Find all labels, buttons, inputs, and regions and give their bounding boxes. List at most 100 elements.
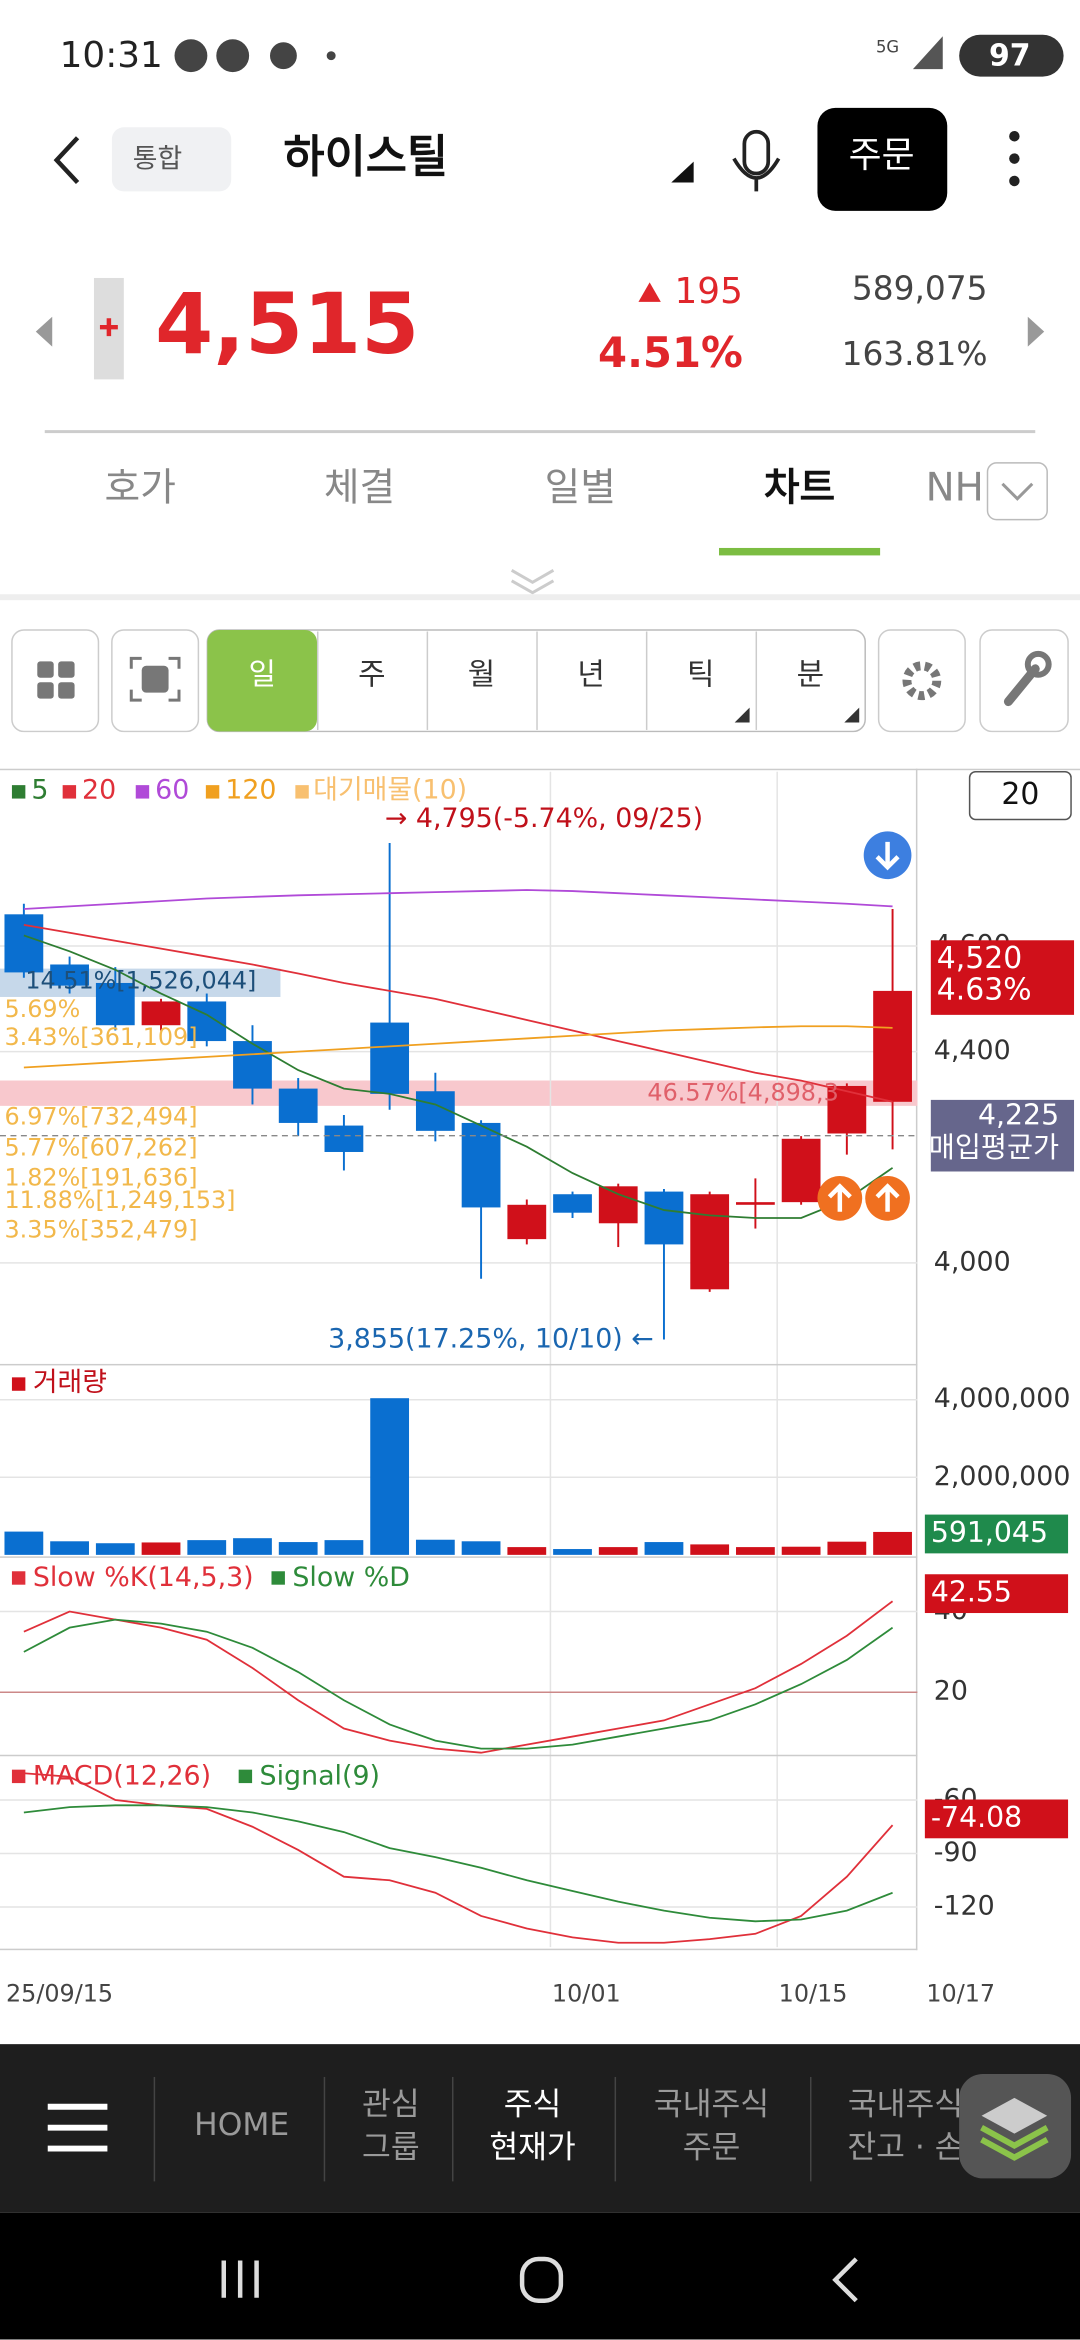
axis-divider [915, 768, 918, 1951]
prev-arrow[interactable] [35, 316, 53, 347]
moving-average [23, 923, 893, 1103]
separator [153, 2076, 156, 2182]
volume-bar [370, 1398, 410, 1555]
nav-home[interactable]: HOME [194, 2107, 289, 2143]
up-triangle [638, 282, 661, 302]
window-size: 20 [1001, 777, 1039, 812]
icon [129, 656, 181, 702]
nav-order: 주문 [683, 2130, 741, 2166]
period-button[interactable]: 주 [358, 658, 385, 693]
signal-icon [875, 841, 900, 871]
candle-body [278, 1088, 318, 1123]
mic-stand [732, 157, 781, 192]
legend-swatch [238, 1769, 253, 1784]
y-tick-label: -120 [934, 1891, 995, 1922]
nav-watch[interactable]: 관심 [362, 2086, 420, 2122]
status-icon [174, 39, 208, 73]
stock-name[interactable]: 하이스틸 [283, 130, 448, 183]
candle-body [370, 1022, 410, 1094]
chip-label: 통합 [133, 144, 182, 175]
plus [99, 318, 118, 337]
legend-swatch [295, 785, 309, 799]
home-button[interactable] [519, 2256, 564, 2303]
period-divider [536, 631, 538, 730]
order-button[interactable] [817, 107, 948, 211]
period-active [207, 630, 317, 732]
moving-average [23, 934, 894, 1219]
divider [44, 430, 1036, 434]
y-tick-label: -90 [934, 1837, 978, 1868]
x-tick-label: 25/09/15 [6, 1979, 113, 2007]
period-button[interactable]: 틱 [687, 658, 714, 693]
current-rate: 4.63% [937, 972, 1032, 1007]
icon [141, 665, 169, 693]
settings-button[interactable] [877, 629, 966, 733]
nav-current[interactable]: 주식 [504, 2086, 562, 2122]
profile-label: 3.43%[361,109] [4, 1023, 197, 1051]
period-button[interactable]: 일 [248, 658, 275, 693]
candle-body [324, 1125, 364, 1152]
back-button[interactable] [53, 136, 80, 185]
candle-body [781, 1138, 821, 1203]
back-system[interactable] [832, 2257, 858, 2303]
layout-button[interactable] [11, 629, 100, 733]
profile-label: 5.69% [4, 995, 80, 1023]
volume-bar [4, 1531, 44, 1555]
indicator-line [23, 1618, 894, 1750]
last-value-box [924, 1514, 1069, 1554]
period-button[interactable]: 분 [797, 658, 824, 693]
window-box[interactable] [968, 770, 1072, 821]
volume-bar [553, 1549, 592, 1555]
chip[interactable] [111, 127, 232, 192]
profile-label: 3.35%[352,479] [4, 1216, 197, 1244]
indicator-line [23, 1804, 893, 1923]
change: 195 [675, 271, 743, 312]
icon [37, 682, 54, 699]
mic[interactable] [742, 129, 771, 176]
legend-label: 120 [225, 775, 276, 806]
pane-divider [0, 1754, 918, 1757]
high-label: → 4,795(-5.74%, 09/25) [385, 803, 703, 834]
legend-swatch [62, 785, 77, 799]
next-arrow[interactable] [1027, 316, 1045, 347]
collapse[interactable] [510, 569, 555, 595]
profile-label: 14.51%[1,526,044] [25, 967, 256, 995]
status-time: 10:31 [60, 35, 163, 76]
recent-apps[interactable] [221, 2260, 259, 2298]
nav-balance[interactable]: 국내주식 [848, 2086, 963, 2122]
profile-label: 1.82%[191,636] [4, 1163, 197, 1191]
legend-label: 대기매물(10) [313, 775, 467, 806]
period-divider [426, 631, 429, 730]
period-button[interactable]: 년 [577, 658, 604, 693]
candle-body [50, 964, 89, 986]
menu-dot[interactable] [1009, 131, 1020, 142]
indicator-line [23, 1600, 894, 1754]
nav-order[interactable]: 국내주식 [654, 2086, 769, 2122]
x-tick-label: 10/17 [926, 1979, 995, 2007]
y-tick-label: 4,400 [934, 1035, 1011, 1066]
separator [614, 2076, 617, 2182]
status-icon [216, 39, 250, 73]
period-divider [645, 631, 648, 730]
period-button[interactable]: 월 [468, 658, 495, 693]
legend-swatch [11, 1377, 26, 1391]
pane-divider [0, 1363, 918, 1366]
volume-bar [141, 1542, 181, 1555]
tab-more[interactable] [986, 462, 1048, 521]
separator [451, 2076, 454, 2182]
tab[interactable]: 차트 [764, 465, 835, 510]
menu-button[interactable] [47, 2103, 108, 2152]
last-value: 591,045 [931, 1516, 1048, 1549]
legend-label: MACD(12,26) [33, 1761, 211, 1792]
gear [902, 661, 942, 701]
x-tick-label: 10/01 [552, 1979, 621, 2007]
menu-dot [1009, 153, 1020, 164]
tab[interactable]: 호가 [105, 465, 176, 510]
tab[interactable]: NH [926, 465, 984, 510]
tab[interactable]: 일별 [545, 465, 616, 510]
battery-level: 97 [989, 39, 1031, 74]
tab[interactable]: 체결 [324, 465, 395, 510]
low-label: 3,855(17.25%, 10/10) ← [328, 1324, 654, 1355]
candle-body [95, 982, 135, 1026]
